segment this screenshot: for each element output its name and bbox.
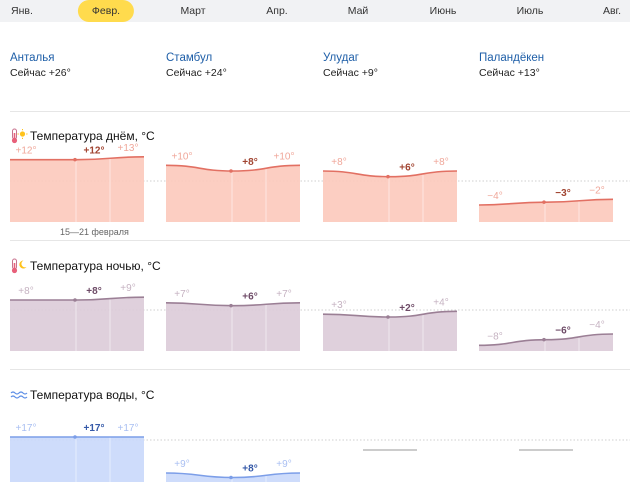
series-line bbox=[165, 302, 301, 307]
value-label: +10° bbox=[274, 151, 295, 162]
city-name[interactable]: Паландёкен bbox=[479, 52, 545, 64]
value-label: +4° bbox=[433, 297, 448, 308]
current-point bbox=[229, 169, 233, 173]
divider bbox=[10, 111, 630, 112]
area-fill bbox=[166, 473, 300, 482]
city-current-temp: Сейчас +13° bbox=[479, 67, 540, 79]
divider bbox=[10, 240, 630, 241]
month-tab-4[interactable]: Май bbox=[347, 5, 369, 17]
area-fill bbox=[479, 199, 613, 222]
value-label: +17° bbox=[84, 423, 105, 434]
value-label: +6° bbox=[242, 292, 257, 303]
area-fill bbox=[323, 171, 457, 222]
city-antalya[interactable]: Анталья Сейчас +26° bbox=[10, 52, 71, 79]
area-fill bbox=[10, 297, 144, 351]
area-fill bbox=[166, 165, 300, 222]
value-label: +7° bbox=[276, 289, 291, 300]
city-current-temp: Сейчас +24° bbox=[166, 67, 227, 79]
value-label: +9° bbox=[276, 459, 291, 470]
month-tab-6[interactable]: Июль bbox=[516, 5, 544, 17]
water-waves-icon bbox=[10, 391, 28, 399]
current-point bbox=[229, 475, 233, 480]
water-temp-heading: Температура воды, °C bbox=[10, 387, 154, 403]
area-fill bbox=[166, 302, 300, 351]
value-label: −6° bbox=[555, 326, 570, 337]
value-label: +12° bbox=[16, 146, 37, 157]
area-fill bbox=[10, 437, 144, 482]
value-label: +17° bbox=[16, 423, 37, 434]
current-point bbox=[73, 298, 77, 302]
series-line bbox=[322, 170, 458, 178]
value-label: +6° bbox=[399, 163, 414, 174]
divider bbox=[10, 369, 630, 370]
city-current-temp: Сейчас +9° bbox=[323, 67, 378, 79]
thermometer-moon-icon bbox=[11, 258, 27, 274]
series-line bbox=[10, 156, 145, 161]
section-title: Температура днём, °C bbox=[30, 129, 155, 143]
month-tab-3[interactable]: Апр. bbox=[266, 5, 288, 17]
value-label: +8° bbox=[86, 286, 101, 297]
city-name[interactable]: Улудаг bbox=[323, 52, 359, 64]
series-line bbox=[9, 296, 145, 301]
city-istanbul[interactable]: Стамбул Сейчас +24° bbox=[166, 52, 227, 79]
section-title: Температура воды, °C bbox=[30, 388, 155, 402]
city-current-temp: Сейчас +26° bbox=[10, 67, 71, 79]
day-temp-heading: Температура днём, °C bbox=[10, 128, 155, 144]
current-point bbox=[73, 157, 77, 162]
area-fill bbox=[479, 334, 613, 351]
value-label: +8° bbox=[433, 157, 448, 168]
value-label: +9° bbox=[174, 459, 189, 470]
value-label: +8° bbox=[242, 464, 257, 475]
month-tab-1[interactable]: Февр. bbox=[77, 0, 135, 22]
city-name[interactable]: Стамбул bbox=[166, 52, 213, 64]
month-tab-5[interactable]: Июнь bbox=[429, 5, 457, 17]
series-line bbox=[165, 164, 301, 172]
current-point bbox=[229, 303, 233, 308]
area-fill bbox=[323, 311, 457, 351]
month-tab-0[interactable]: Янв. bbox=[11, 5, 33, 17]
current-point bbox=[386, 174, 390, 179]
month-selector: Янв. Февр. Март Апр. Май Июнь Июль Авг. bbox=[0, 0, 630, 22]
current-point bbox=[386, 315, 390, 319]
series-line bbox=[165, 472, 301, 479]
value-label: +3° bbox=[331, 300, 346, 311]
month-tab-2[interactable]: Март bbox=[180, 5, 206, 17]
value-label: +2° bbox=[399, 303, 414, 314]
value-label: −3° bbox=[555, 188, 570, 199]
value-label: +7° bbox=[174, 289, 189, 300]
value-label: +12° bbox=[84, 146, 105, 157]
area-fill bbox=[10, 156, 144, 222]
current-point bbox=[542, 337, 546, 342]
series-line bbox=[478, 333, 614, 347]
value-label: −4° bbox=[589, 320, 604, 331]
value-label: −8° bbox=[487, 331, 502, 342]
value-label: +17° bbox=[118, 423, 139, 434]
city-palandoken[interactable]: Паландёкен Сейчас +13° bbox=[479, 52, 544, 79]
city-name[interactable]: Анталья bbox=[10, 52, 55, 64]
week-range-note: 15—21 февраля bbox=[60, 227, 129, 237]
current-point bbox=[542, 200, 546, 204]
value-label: −2° bbox=[589, 185, 604, 196]
night-temp-heading: Температура ночью, °C bbox=[10, 258, 161, 274]
current-point bbox=[73, 435, 77, 439]
value-label: +13° bbox=[118, 143, 139, 154]
value-label: +9° bbox=[120, 283, 135, 294]
value-label: −4° bbox=[487, 191, 502, 202]
section-title: Температура ночью, °C bbox=[30, 259, 161, 273]
thermometer-sun-icon bbox=[11, 128, 28, 144]
city-uludag[interactable]: Улудаг Сейчас +9° bbox=[323, 52, 378, 79]
value-label: +8° bbox=[242, 157, 257, 168]
series-line bbox=[322, 310, 458, 318]
value-label: +8° bbox=[18, 286, 33, 297]
value-label: +8° bbox=[331, 157, 346, 168]
month-tab-7[interactable]: Авг. bbox=[602, 5, 622, 17]
value-label: +10° bbox=[172, 151, 193, 162]
series-line bbox=[478, 198, 614, 206]
